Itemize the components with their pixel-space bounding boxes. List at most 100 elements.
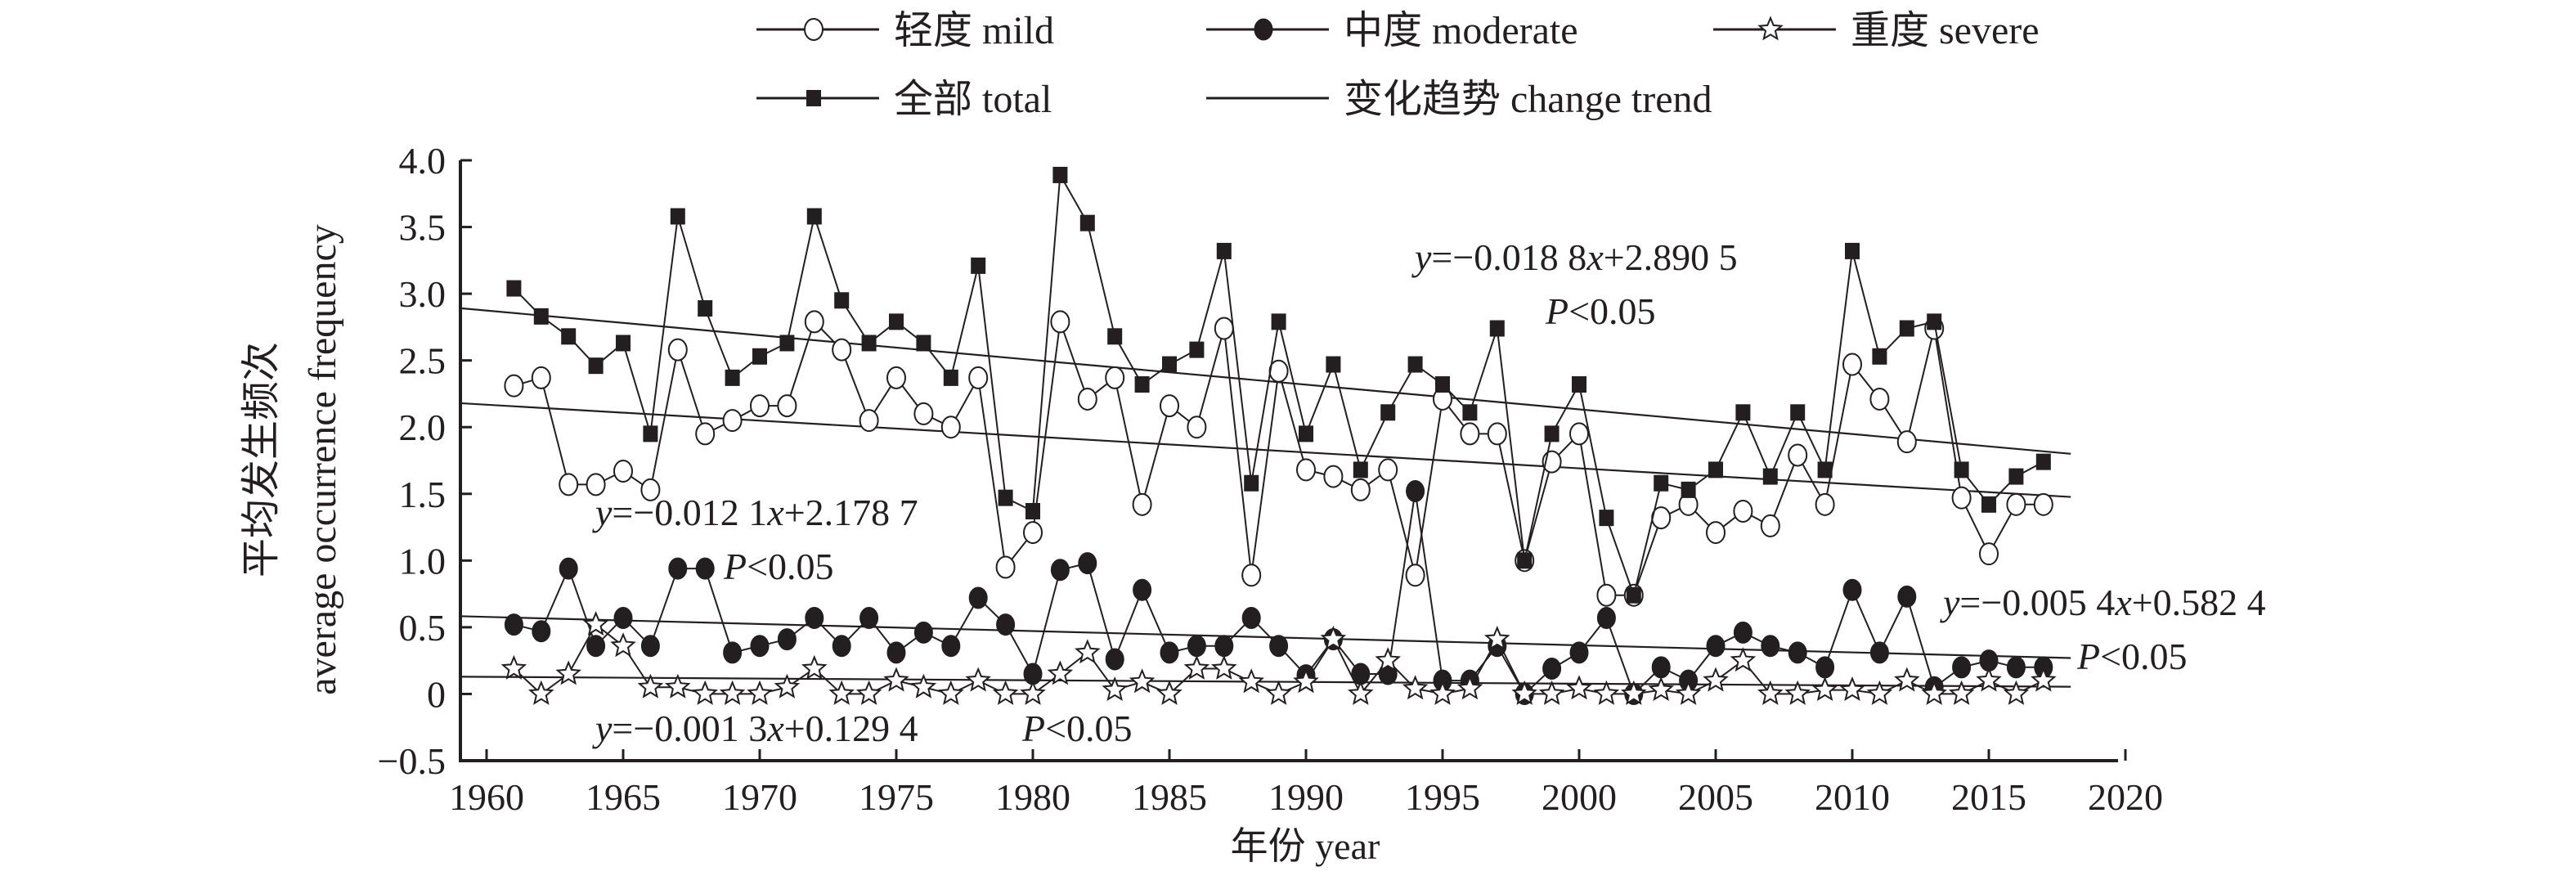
data-point-mild (1378, 458, 1398, 482)
y-tick-label: −0.5 (378, 740, 446, 782)
data-point-moderate (2006, 656, 2026, 679)
data-point-total (1872, 348, 1887, 365)
data-point-total (861, 335, 877, 352)
trend-p-moderate: P<0.05 (2076, 636, 2188, 677)
legend-item-severe: 重度 severe (1713, 9, 2040, 52)
data-point-total (1162, 356, 1177, 373)
data-point-mild (1050, 310, 1070, 334)
data-point-moderate (640, 635, 660, 658)
eq-intercept: +0.129 4 (784, 708, 918, 749)
data-point-moderate (1050, 559, 1070, 582)
data-point-moderate (913, 621, 933, 644)
x-tick-label: 2010 (1815, 776, 1890, 818)
data-point-severe (1102, 676, 1128, 701)
data-point-total (1817, 461, 1833, 478)
data-point-mild (1596, 583, 1617, 607)
data-point-total (1107, 328, 1123, 345)
data-point-total (889, 313, 904, 330)
data-point-severe (1484, 625, 1510, 650)
x-tick-label: 1990 (1268, 776, 1344, 818)
legend-label: 变化趋势 change trend (1344, 78, 1712, 121)
data-point-total (1216, 242, 1232, 259)
y-tick-label: 4.0 (399, 140, 447, 182)
data-point-severe (910, 673, 937, 699)
data-point-mild (1214, 317, 1234, 340)
x-tick-label: 2015 (1951, 776, 2026, 818)
data-point-moderate (750, 635, 770, 658)
data-point-mild (886, 366, 906, 389)
data-point-moderate (586, 635, 606, 658)
data-point-severe (1320, 625, 1347, 650)
legend-label: 重度 severe (1851, 9, 2040, 52)
data-point-total (1462, 404, 1478, 421)
trend-line-3 (461, 676, 2071, 688)
data-point-moderate (1269, 635, 1289, 658)
data-point-total (1654, 474, 1669, 492)
data-point-moderate (1542, 657, 1562, 680)
data-point-moderate (723, 641, 743, 664)
trend-p-severe: P<0.05 (1021, 708, 1133, 749)
data-point-moderate (1241, 606, 1261, 629)
data-point-total (616, 335, 631, 352)
data-point-moderate (1761, 635, 1780, 658)
x-tick-label: 2000 (1542, 776, 1617, 818)
data-point-mild (1896, 430, 1917, 454)
x-tick-label: 1965 (586, 776, 661, 818)
data-point-severe (1511, 680, 1537, 705)
data-point-moderate (1160, 641, 1179, 664)
y-tick-label: 0.5 (399, 607, 447, 649)
data-point-moderate (1596, 606, 1616, 629)
data-point-severe (774, 673, 801, 699)
annotations: y=−0.018 8x+2.890 5 P<0.05 y=−0.012 1x+2… (592, 236, 2266, 749)
data-point-total (943, 369, 958, 386)
legend-marker (804, 18, 824, 41)
data-point-moderate (777, 628, 797, 651)
y-tick-label: 0 (427, 673, 446, 715)
legend-item-trend: 变化趋势 change trend (1206, 78, 1712, 121)
eq-intercept: +2.178 7 (784, 492, 918, 533)
data-point-mild (804, 310, 824, 334)
data-point-total (752, 348, 767, 365)
series-severe (500, 610, 2057, 705)
data-point-mild (1023, 521, 1043, 545)
data-point-mild (1842, 353, 1862, 376)
data-point-severe (2003, 680, 2030, 705)
data-point-mild (1788, 443, 1808, 467)
data-point-moderate (968, 586, 988, 609)
data-point-mild (1160, 394, 1179, 418)
trend-eq-moderate: y=−0.005 4x+0.582 4 (1940, 582, 2266, 623)
data-point-mild (1733, 499, 1753, 523)
data-point-mild (968, 366, 989, 389)
data-point-mild (1187, 416, 1207, 439)
p-value: <0.05 (747, 546, 833, 587)
data-point-mild (1951, 486, 1972, 510)
data-point-mild (1105, 366, 1125, 389)
data-point-severe (1593, 680, 1620, 705)
data-point-moderate (1706, 635, 1726, 658)
data-point-severe (1211, 654, 1237, 680)
data-point-severe (1402, 675, 1429, 700)
data-point-mild (1460, 422, 1480, 446)
legend-item-total: 全部 total (756, 78, 1052, 121)
data-point-total (998, 489, 1013, 506)
data-point-total (1762, 468, 1778, 485)
data-point-moderate (1869, 641, 1889, 664)
data-point-total (1790, 404, 1806, 421)
data-point-mild (1405, 564, 1425, 587)
data-point-total (1572, 376, 1586, 393)
p-symbol: P (2076, 636, 2100, 677)
data-point-total (916, 335, 931, 352)
data-point-severe (528, 680, 554, 705)
p-value: <0.05 (1045, 708, 1132, 749)
data-point-severe (1648, 676, 1674, 701)
data-point-total (561, 328, 577, 345)
data-point-severe (610, 632, 636, 658)
data-point-severe (1238, 668, 1264, 694)
data-point-total (1079, 214, 1095, 231)
data-point-moderate (1406, 480, 1425, 503)
data-point-total (1599, 510, 1614, 527)
legend-marker (806, 90, 821, 106)
axes: −0.5 0 0.5 1.0 1.5 2.0 2.5 3.0 3.5 4.0 1960 1965 197… (378, 140, 2163, 818)
trend-line-0 (461, 307, 2071, 455)
data-point-moderate (504, 613, 523, 636)
